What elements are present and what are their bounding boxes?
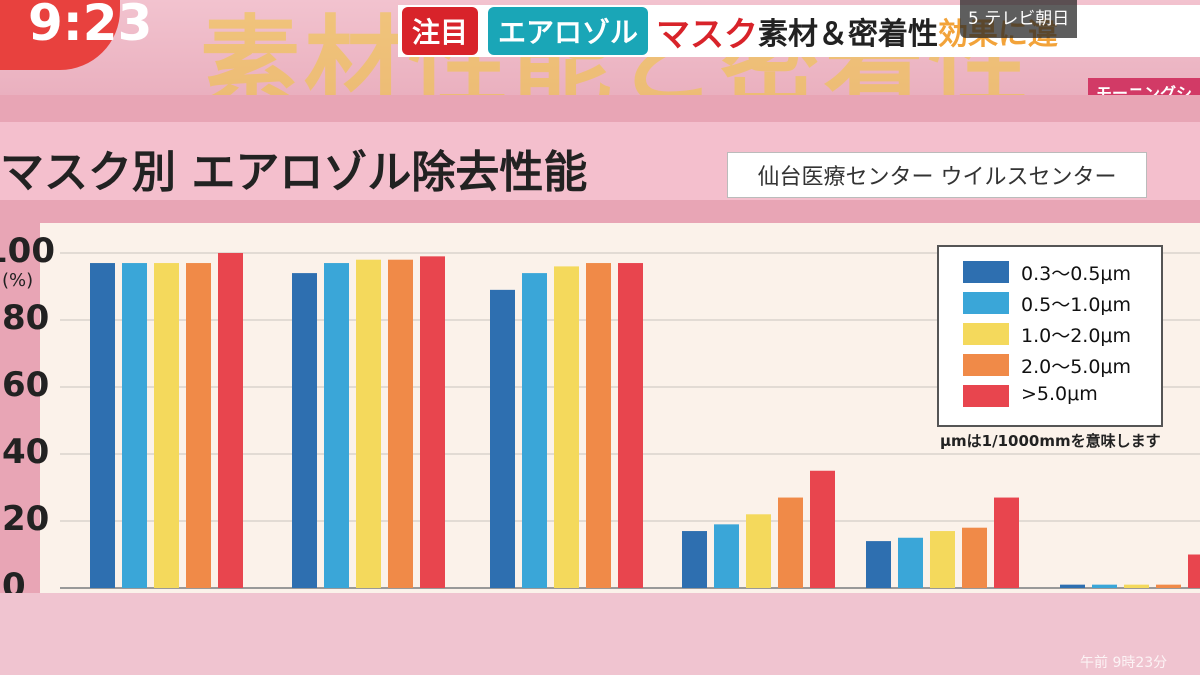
legend-label: >5.0μm: [1021, 383, 1098, 405]
bar-3-3: [778, 497, 803, 588]
ticker-rest: 素材＆密着性: [758, 17, 939, 52]
bottom-band: [0, 593, 1200, 675]
bar-5-3: [1156, 584, 1181, 588]
bar-0-1: [122, 263, 147, 588]
legend-swatch: [963, 323, 1009, 345]
ticker-mask: マスク: [656, 14, 759, 55]
bar-2-4: [618, 263, 643, 588]
legend-swatch: [963, 292, 1009, 314]
bar-0-2: [154, 263, 179, 588]
legend-label: 2.0〜5.0μm: [1021, 356, 1132, 378]
bar-5-2: [1124, 584, 1149, 588]
bar-4-1: [898, 537, 923, 588]
bar-1-1: [324, 263, 349, 588]
bar-5-1: [1092, 584, 1117, 588]
bar-4-0: [866, 541, 891, 588]
bar-1-3: [388, 259, 413, 588]
legend-item-2: 1.0〜2.0μm: [963, 320, 1163, 348]
legend-swatch: [963, 354, 1009, 376]
program-logo: モーニングシ: [1087, 78, 1200, 95]
bar-3-1: [714, 524, 739, 588]
source-label: 仙台医療センター ウイルスセンター: [727, 152, 1147, 198]
bar-5-4: [1188, 554, 1200, 588]
chart-title: マスク別 エアロゾル除去性能: [0, 147, 588, 198]
bar-3-2: [746, 514, 771, 588]
bar-1-2: [356, 259, 381, 588]
bar-3-0: [682, 531, 707, 588]
bar-5-0: [1060, 584, 1085, 588]
legend-item-1: 0.5〜1.0μm: [963, 289, 1163, 317]
y-tick-40: 40: [2, 432, 50, 472]
bar-0-4: [218, 253, 243, 588]
y-tick-60: 60: [2, 365, 50, 405]
header-band: 素材性能と密着性 9:23 注目 エアロゾル マスク 素材＆密着性 効果に違 5…: [0, 0, 1200, 95]
bar-0-3: [186, 263, 211, 588]
bar-4-2: [930, 531, 955, 588]
legend-label: 1.0〜2.0μm: [1021, 325, 1132, 347]
bar-2-0: [490, 289, 515, 588]
legend-swatch: [963, 385, 1009, 407]
legend-label: 0.3〜0.5μm: [1021, 263, 1132, 285]
station-logo: 5 テレビ朝日: [960, 0, 1078, 38]
legend-label: 0.5〜1.0μm: [1021, 294, 1132, 316]
legend-item-4: >5.0μm: [963, 382, 1163, 410]
bar-4-3: [962, 527, 987, 588]
bar-3-4: [810, 470, 835, 588]
unit-note: μmは1/1000mmを意味します: [940, 432, 1161, 450]
y-tick-100: 100: [0, 231, 55, 271]
y-tick-80: 80: [2, 298, 50, 338]
clock-text: 9:23: [28, 0, 153, 52]
bar-2-2: [554, 266, 579, 588]
bar-1-4: [420, 256, 445, 588]
news-ticker: 注目 エアロゾル マスク 素材＆密着性 効果に違: [398, 5, 1200, 57]
legend-swatch: [963, 261, 1009, 283]
tag-attention: 注目: [402, 7, 479, 55]
y-unit: (%): [2, 270, 34, 291]
bar-2-3: [586, 263, 611, 588]
legend-item-3: 2.0〜5.0μm: [963, 351, 1163, 379]
bar-2-1: [522, 273, 547, 588]
bar-0-0: [90, 263, 115, 588]
legend-item-0: 0.3〜0.5μm: [963, 258, 1163, 286]
timestamp-watermark: 午前 9時23分: [1080, 655, 1168, 671]
bar-1-0: [292, 273, 317, 588]
tag-aerosol: エアロゾル: [488, 7, 649, 55]
y-tick-20: 20: [2, 499, 50, 539]
bar-4-4: [994, 497, 1019, 588]
